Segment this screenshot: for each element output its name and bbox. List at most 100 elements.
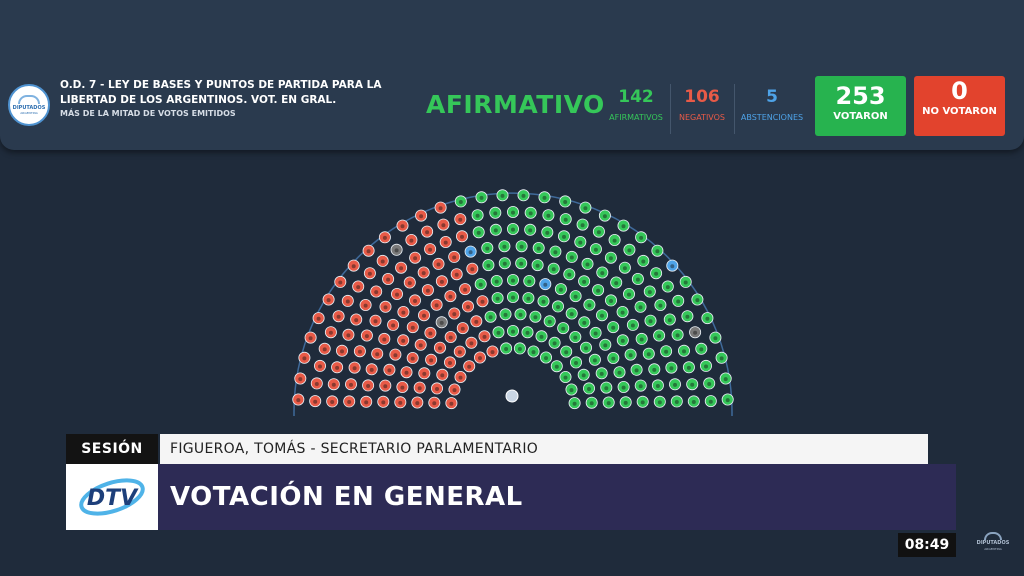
seat <box>345 378 358 391</box>
seat-photo <box>620 338 625 343</box>
seat-photo <box>657 400 662 405</box>
seat-photo <box>410 325 415 330</box>
seat <box>524 223 537 236</box>
negativos-count: 106 NEGATIVOS <box>672 86 732 125</box>
seat <box>478 330 491 343</box>
seat-photo <box>404 370 409 375</box>
seat-photo <box>474 319 479 324</box>
seat-photo <box>611 325 616 330</box>
seat <box>360 329 373 342</box>
seat-photo <box>494 279 499 284</box>
corner-logo-subtext: ARGENTINA <box>984 547 1002 551</box>
seat <box>298 351 311 364</box>
seat <box>543 315 556 328</box>
seat <box>539 351 552 364</box>
seat <box>377 395 390 408</box>
seat <box>631 273 644 286</box>
seat-photo <box>439 320 444 325</box>
seat <box>430 298 443 311</box>
seat-photo <box>525 330 530 335</box>
seat <box>309 395 322 408</box>
seat-photo <box>448 335 453 340</box>
seat <box>387 318 400 331</box>
corner-logo-text: DIPUTADOS <box>976 540 1010 546</box>
seat-photo <box>569 388 574 393</box>
seat <box>665 361 678 374</box>
seat-photo <box>298 377 303 382</box>
seat <box>406 321 419 334</box>
seat <box>313 359 326 372</box>
seat <box>418 367 431 380</box>
abstenciones-value: 5 <box>766 87 778 107</box>
seat <box>294 372 307 385</box>
seat-photo <box>345 299 350 304</box>
seat-photo <box>584 346 588 351</box>
seat <box>326 395 339 408</box>
seat <box>450 268 463 281</box>
seat-photo <box>479 195 484 200</box>
seat <box>421 284 434 297</box>
seat-photo <box>415 401 420 406</box>
seat <box>686 378 699 391</box>
seat-photo <box>428 247 433 252</box>
seat-photo <box>382 337 387 342</box>
seat-photo <box>330 400 335 404</box>
no-votaron-label: NO VOTARON <box>922 106 997 117</box>
seat <box>595 309 608 322</box>
seat <box>636 395 649 408</box>
clock: 08:49 <box>898 533 956 557</box>
seat-photo <box>600 313 604 318</box>
seat <box>517 189 530 202</box>
seat-photo <box>354 318 359 323</box>
seat <box>635 231 648 244</box>
seat-photo <box>457 350 462 355</box>
seat <box>376 254 389 267</box>
seat-photo <box>393 353 398 358</box>
seat-photo <box>535 263 540 268</box>
afirmativos-count: 142 AFIRMATIVOS <box>604 86 668 125</box>
seat-photo <box>458 217 463 222</box>
votaron-label: VOTARON <box>833 111 888 122</box>
seat-photo <box>699 347 704 352</box>
seat-photo <box>585 262 590 267</box>
seat-photo <box>533 315 538 320</box>
seat-photo <box>476 230 481 235</box>
seat <box>598 209 611 222</box>
seat <box>464 245 477 258</box>
seat-photo <box>664 349 669 354</box>
seat-photo <box>314 382 319 386</box>
seat-photo <box>563 200 568 204</box>
seat <box>589 243 602 256</box>
seat <box>425 353 438 366</box>
seat <box>619 396 632 409</box>
seat-photo <box>448 361 452 365</box>
seat <box>581 257 594 270</box>
seat <box>634 379 647 392</box>
seat-photo <box>556 305 560 309</box>
seat-photo <box>478 356 482 361</box>
seat <box>435 316 448 329</box>
seat <box>532 242 545 255</box>
seat <box>535 330 548 343</box>
seat <box>560 345 573 358</box>
seat <box>529 310 542 323</box>
seat-photo <box>683 280 688 285</box>
seat-photo <box>545 230 550 235</box>
seat <box>576 218 589 231</box>
seat <box>637 254 650 267</box>
seat-photo <box>564 350 569 355</box>
seat <box>644 314 657 327</box>
seat <box>481 242 494 255</box>
seat-photo <box>541 299 546 304</box>
seat-photo <box>338 280 343 285</box>
seat-photo <box>511 227 515 232</box>
seat <box>400 366 413 379</box>
seat <box>390 243 403 256</box>
seat <box>362 379 375 392</box>
seat-photo <box>432 401 437 406</box>
seat-photo <box>467 364 472 369</box>
seat-photo <box>553 250 558 255</box>
seat <box>651 244 664 257</box>
seat <box>515 240 528 253</box>
seat-photo <box>346 333 351 338</box>
